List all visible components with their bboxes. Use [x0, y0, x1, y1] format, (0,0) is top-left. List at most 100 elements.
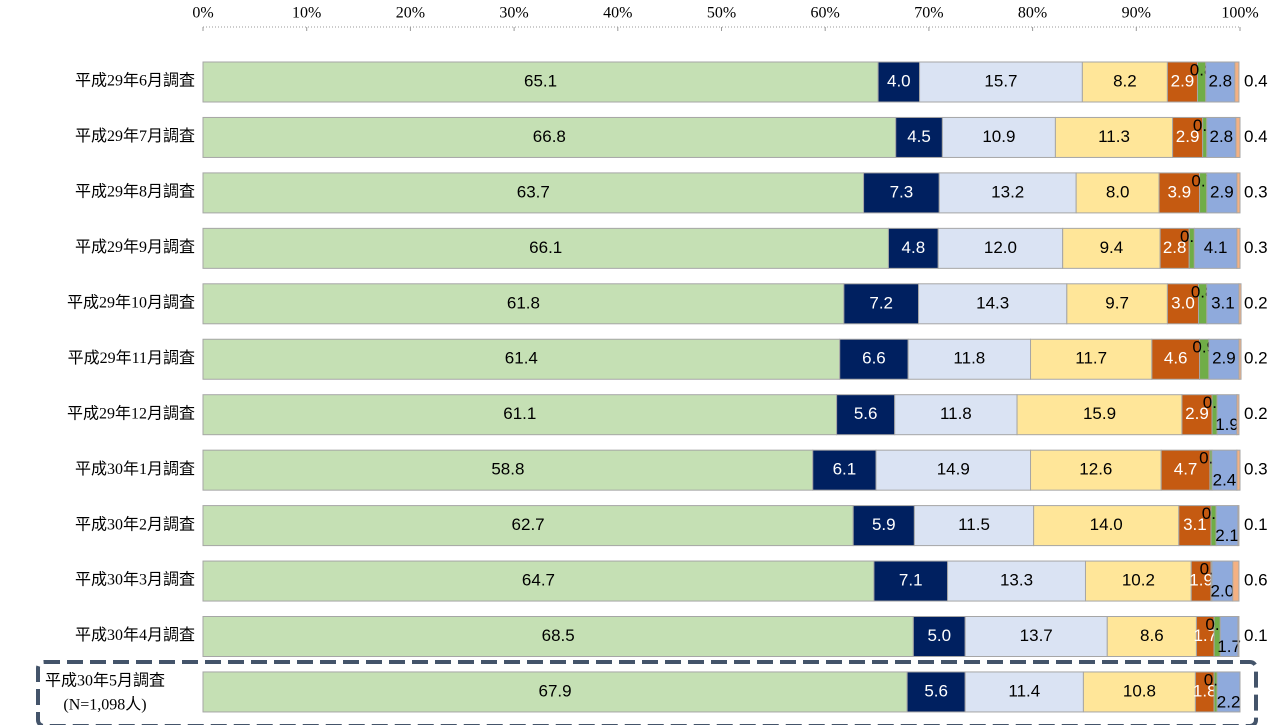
- value-label: 6.6: [862, 349, 886, 368]
- value-label: 62.7: [512, 515, 545, 534]
- bar-segment: [1082, 671, 1196, 713]
- bar-segment: [1238, 338, 1242, 380]
- value-label: 2.9: [1212, 349, 1236, 368]
- value-label: 2.9: [1176, 127, 1200, 146]
- value-label: 64.7: [522, 571, 555, 590]
- value-label: 3.1: [1211, 293, 1235, 312]
- value-label: 3.9: [1168, 182, 1192, 201]
- bar-segment: [1232, 560, 1240, 602]
- x-tick-label: 80%: [1018, 5, 1047, 22]
- value-label: 11.5: [958, 515, 990, 534]
- category-label: 平成30年3月調査: [75, 571, 195, 589]
- value-label: 8.0: [1106, 182, 1130, 201]
- value-label: 61.4: [505, 349, 538, 368]
- value-label: 0.1: [1244, 515, 1268, 534]
- value-label: 5.0: [927, 626, 951, 645]
- bar-segment: [1236, 394, 1240, 436]
- bar-segment: [202, 560, 875, 602]
- value-label: 1.8: [1193, 681, 1217, 700]
- x-tick-label: 50%: [707, 5, 736, 22]
- bar-segment: [1016, 394, 1183, 436]
- bar-segment: [1172, 116, 1204, 158]
- value-label: 0.2: [1244, 293, 1268, 312]
- bar-segment: [1062, 227, 1161, 269]
- x-tick-label: 10%: [292, 5, 321, 22]
- value-label: 5.9: [872, 515, 896, 534]
- bar-segment: [1206, 172, 1238, 214]
- bar-segment: [1106, 616, 1197, 657]
- bar-segment: [1216, 671, 1241, 713]
- value-label: 11.4: [1008, 681, 1040, 700]
- value-label: 14.3: [976, 293, 1009, 312]
- highlight-box: [36, 659, 1258, 725]
- bar-segment: [1030, 338, 1153, 380]
- value-label: 8.2: [1113, 71, 1137, 90]
- bar-segment: [1235, 116, 1241, 158]
- value-label: 14.0: [1090, 515, 1123, 534]
- value-label: 11.8: [953, 349, 985, 368]
- value-label: 2.9: [1171, 71, 1195, 90]
- category-label: 平成29年10月調査: [67, 293, 195, 311]
- value-label: 4.8: [902, 238, 926, 257]
- bar-segment: [1033, 505, 1180, 547]
- bar-segment: [1206, 116, 1237, 158]
- bar-segment: [887, 227, 939, 269]
- value-label: 0.4: [1244, 127, 1268, 146]
- value-label: 1.9: [1215, 415, 1239, 434]
- value-label: 63.7: [517, 182, 550, 201]
- bar-segment: [202, 116, 897, 158]
- value-label: 2.8: [1208, 71, 1232, 90]
- value-label: 3.0: [1171, 293, 1195, 312]
- bar-segment: [875, 449, 1032, 491]
- value-label: 12.6: [1079, 460, 1112, 479]
- bar-segment: [202, 172, 865, 214]
- bar-segment: [1166, 61, 1198, 103]
- bar-segment: [947, 560, 1086, 602]
- value-label: 2.1: [1215, 526, 1239, 545]
- value-label: 13.2: [991, 182, 1024, 201]
- bar-segment: [202, 227, 889, 269]
- bar-segment: [877, 61, 921, 103]
- value-label: 4.5: [907, 127, 931, 146]
- value-label: 13.3: [1000, 571, 1033, 590]
- category-label: 平成30年2月調査: [75, 515, 195, 533]
- value-label: 4.1: [1204, 238, 1228, 257]
- bar-segment: [202, 394, 838, 436]
- category-note: (N=1,098人): [63, 696, 146, 714]
- bar-segment: [1178, 505, 1212, 547]
- value-label: 8.6: [1140, 626, 1164, 645]
- value-label: 4.7: [1174, 460, 1198, 479]
- value-label: 10.2: [1122, 571, 1155, 590]
- value-label: 10.9: [982, 127, 1015, 146]
- value-label: 2.8: [1163, 238, 1187, 257]
- value-label: 11.7: [1075, 349, 1107, 368]
- value-label: 1.7: [1217, 637, 1241, 656]
- value-label: 61.8: [507, 293, 540, 312]
- bar-segment: [202, 338, 841, 380]
- bar-segment: [913, 505, 1035, 547]
- bar-segment: [1234, 61, 1240, 103]
- bar-segment: [1236, 172, 1241, 214]
- bar-segment: [1237, 616, 1240, 657]
- value-label: 2.9: [1210, 182, 1234, 201]
- bar-segment: [873, 560, 949, 602]
- bar-segment: [1160, 449, 1211, 491]
- bar-segment: [964, 616, 1108, 657]
- category-label: 平成29年11月調査: [68, 349, 195, 367]
- value-label: 6.1: [833, 460, 857, 479]
- bar-segment: [918, 283, 1068, 325]
- bar-segment: [1030, 449, 1162, 491]
- value-label: 0.3: [1244, 182, 1268, 201]
- value-label: 10.8: [1123, 681, 1156, 700]
- value-label: 13.7: [1020, 626, 1053, 645]
- bar-segment: [964, 671, 1084, 713]
- bar-segment: [852, 505, 915, 547]
- x-tick-label: 90%: [1122, 5, 1151, 22]
- bar-segment: [202, 61, 879, 103]
- value-label: 1.7: [1193, 626, 1217, 645]
- category-label: 平成29年12月調査: [67, 404, 195, 422]
- category-label: 平成29年9月調査: [75, 238, 195, 256]
- value-label: 2.2: [1217, 692, 1241, 711]
